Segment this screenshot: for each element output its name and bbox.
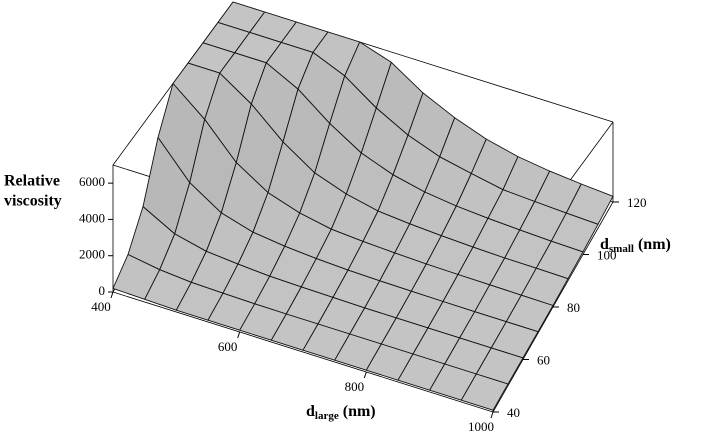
y-label-main: d xyxy=(600,236,609,253)
y-tick-label: 120 xyxy=(627,195,647,210)
y-label-sub: small xyxy=(609,243,634,255)
x-tick-label: 400 xyxy=(91,299,111,314)
box-edge xyxy=(112,291,494,413)
x-tick xyxy=(237,331,241,339)
x-tick xyxy=(363,371,367,379)
y-tick-label: 60 xyxy=(537,352,550,367)
z-axis-label: Relative xyxy=(4,173,60,190)
x-tick-label: 600 xyxy=(218,339,238,354)
surface xyxy=(112,1,614,411)
y-axis-label: dsmall (nm) xyxy=(600,236,671,255)
x-label-sub: large xyxy=(315,410,339,422)
x-tick-label: 800 xyxy=(345,379,365,394)
x-tick-label: 1000 xyxy=(468,419,494,434)
z-tick-label: 6000 xyxy=(79,174,105,189)
y-label-unit: (nm) xyxy=(638,236,671,253)
z-tick-label: 2000 xyxy=(79,247,105,262)
x-tick xyxy=(490,411,494,419)
z-tick-label: 0 xyxy=(99,283,106,298)
y-tick-label: 40 xyxy=(507,405,520,420)
y-tick-label: 100 xyxy=(597,247,617,262)
x-tick xyxy=(110,291,114,299)
surface-patch xyxy=(460,373,509,411)
y-tick-label: 80 xyxy=(567,300,580,315)
x-label-unit: (nm) xyxy=(343,403,376,420)
z-tick-label: 4000 xyxy=(79,210,105,225)
x-axis-label: dlarge (nm) xyxy=(306,403,376,422)
x-label-main: d xyxy=(306,403,315,420)
z-axis-label: viscosity xyxy=(4,193,62,210)
